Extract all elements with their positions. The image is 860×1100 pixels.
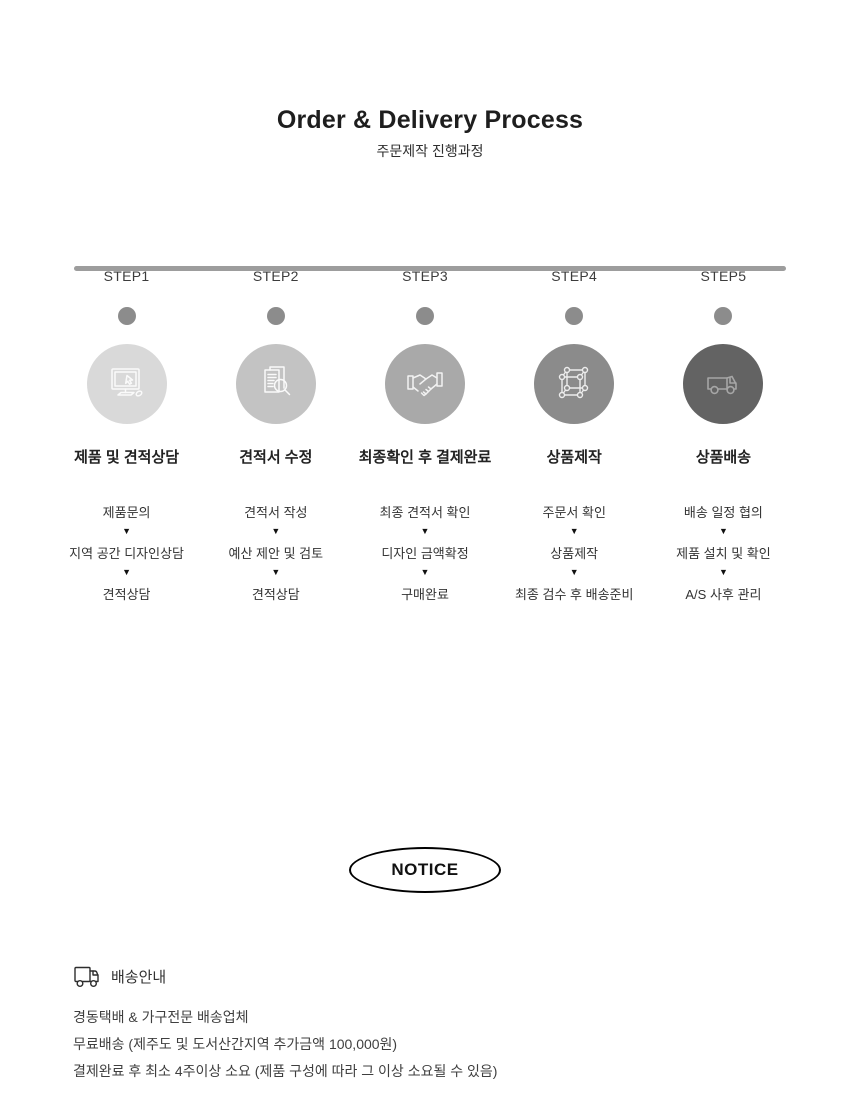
arrow-down-icon: ▼ [271, 567, 281, 577]
shipping-heading: 배송안내 [73, 958, 497, 994]
shipping-heading-label: 배송안내 [111, 968, 167, 986]
step-column-1: STEP1 제품 및 견적상담 제품문의 ▼ 지역 공간 디자인상담 ▼ 견적상… [52, 268, 201, 602]
arrow-down-icon: ▼ [122, 526, 132, 536]
notice-badge: NOTICE [349, 847, 501, 893]
substeps: 최종 견적서 확인 ▼ 디자인 금액확정 ▼ 구매완료 [379, 502, 471, 602]
shipping-line: 경동택배 & 가구전문 배송업체 [73, 1009, 249, 1025]
substep: 주문서 확인 [542, 505, 606, 520]
timeline-line [74, 266, 786, 271]
truck-icon [74, 966, 99, 987]
timeline-dot [714, 307, 733, 325]
page-title: Order & Delivery Process [276, 106, 584, 134]
substeps: 제품문의 ▼ 지역 공간 디자인상담 ▼ 견적상담 [69, 502, 185, 602]
substep: 디자인 금액확정 [381, 546, 469, 561]
substeps: 배송 일정 협의 ▼ 제품 설치 및 확인 ▼ A/S 사후 관리 [676, 502, 771, 602]
shipping-line: 무료배송 (제주도 및 도서산간지역 추가금액 100,000원) [73, 1036, 398, 1052]
substep: 상품제작 [550, 546, 599, 561]
step-label: STEP2 [252, 268, 299, 284]
notice-section: NOTICE [0, 847, 860, 893]
notice-label: NOTICE [391, 860, 459, 879]
step-circle [683, 344, 764, 424]
arrow-down-icon: ▼ [271, 526, 281, 536]
substep: 견적서 작성 [244, 505, 308, 520]
step-circle [385, 344, 465, 424]
shipping-info: 배송안내 경동택배 & 가구전문 배송업체 무료배송 (제주도 및 도서산간지역… [73, 958, 497, 1085]
arrow-down-icon: ▼ [122, 567, 132, 577]
step-label: STEP1 [103, 268, 150, 284]
arrow-down-icon: ▼ [569, 567, 579, 577]
substep: 견적상담 [251, 587, 300, 602]
substep: 제품 설치 및 확인 [676, 546, 771, 561]
step-circle [86, 344, 167, 424]
shipping-line: 결제완료 후 최소 4주이상 소요 (제품 구성에 따라 그 이상 소요될 수 … [73, 1063, 498, 1079]
step-title: 제품 및 견적상담 [74, 449, 180, 466]
substeps: 주문서 확인 ▼ 상품제작 ▼ 최종 검수 후 배송준비 [514, 502, 634, 602]
substep: 견적상담 [102, 587, 151, 602]
step-circle [235, 344, 316, 424]
arrow-down-icon: ▼ [420, 567, 430, 577]
substep: 최종 검수 후 배송준비 [514, 587, 634, 602]
substep: 최종 견적서 확인 [379, 505, 471, 520]
arrow-down-icon: ▼ [420, 526, 430, 536]
arrow-down-icon: ▼ [718, 526, 728, 536]
monitor-icon [110, 368, 143, 397]
step-column-4: STEP4 상품제작 주문서 확인 ▼ 상품제작 ▼ 최종 검수 후 배송준비 [500, 268, 649, 602]
page-header: Order & Delivery Process 주문제작 진행과정 [0, 106, 860, 161]
substep: 제품문의 [102, 505, 151, 520]
arrow-down-icon: ▼ [718, 567, 728, 577]
arrow-down-icon: ▼ [569, 526, 579, 536]
substep: 지역 공간 디자인상담 [69, 546, 185, 561]
substeps: 견적서 작성 ▼ 예산 제안 및 검토 ▼ 견적상담 [228, 502, 324, 602]
process-steps: STEP1 제품 및 견적상담 제품문의 ▼ 지역 공간 디자인상담 ▼ 견적상… [52, 268, 798, 602]
step-title: 상품제작 [546, 449, 602, 466]
timeline-dot [565, 307, 584, 325]
timeline-dot [117, 307, 136, 325]
product-frame-icon [559, 366, 589, 399]
step-label: STEP4 [551, 268, 598, 284]
document-search-icon [264, 366, 291, 396]
timeline-dot-row [350, 288, 499, 344]
substep: 예산 제안 및 검토 [228, 546, 324, 561]
shipping-lines: 경동택배 & 가구전문 배송업체 무료배송 (제주도 및 도서산간지역 추가금액… [73, 1004, 497, 1085]
substep: A/S 사후 관리 [685, 587, 762, 602]
handshake-icon [407, 372, 443, 397]
step-column-3: STEP3 최종확인 후 결제완료 최종 견적서 확인 ▼ 디자인 금액확정 ▼… [350, 268, 499, 602]
delivery-truck-icon [707, 375, 738, 395]
step-title: 견적서 수정 [239, 449, 313, 466]
substep: 구매완료 [401, 587, 449, 602]
step-column-5: STEP5 상품배송 배송 일정 협의 ▼ 제품 설치 및 확인 ▼ A/S 사… [649, 268, 798, 602]
timeline-dot-row [201, 288, 350, 344]
timeline-dot-row [52, 288, 201, 344]
step-circle [534, 344, 615, 424]
substep: 배송 일정 협의 [683, 505, 763, 520]
timeline-dot-row [649, 288, 798, 344]
step-label: STEP5 [700, 268, 747, 284]
step-title: 상품배송 [695, 449, 752, 466]
page-subtitle: 주문제작 진행과정 [376, 143, 484, 159]
timeline-dot [416, 307, 434, 325]
timeline-dot-row [500, 288, 649, 344]
timeline-dot [266, 307, 285, 325]
step-label: STEP3 [402, 268, 448, 284]
step-title: 최종확인 후 결제완료 [358, 449, 492, 466]
step-column-2: STEP2 견적서 수정 견적서 작성 ▼ 예산 제안 및 검토 ▼ 견적상담 [201, 268, 350, 602]
